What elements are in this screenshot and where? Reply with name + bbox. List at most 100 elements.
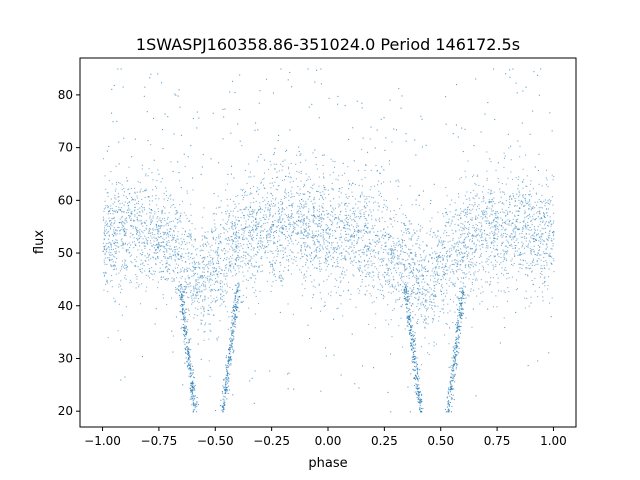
data-point [122, 242, 124, 244]
data-point [322, 207, 324, 209]
data-point [480, 292, 482, 294]
data-point [176, 277, 178, 279]
data-point [157, 230, 159, 232]
data-point [103, 261, 105, 263]
data-point [211, 274, 213, 276]
data-point [170, 161, 172, 163]
data-point [343, 227, 345, 229]
data-point [418, 269, 420, 271]
data-point [398, 274, 400, 276]
data-point [530, 209, 532, 211]
data-point [369, 189, 371, 191]
data-point [125, 267, 127, 269]
data-point [435, 236, 437, 238]
data-point [493, 234, 495, 236]
data-point [515, 245, 517, 247]
data-point [132, 227, 134, 229]
data-point [408, 233, 410, 235]
data-point [392, 252, 394, 254]
data-point [189, 234, 191, 236]
data-point [362, 239, 364, 241]
data-point [436, 252, 438, 254]
data-point [494, 217, 496, 219]
data-point [145, 237, 147, 239]
data-point [315, 248, 317, 250]
data-point [501, 208, 503, 210]
data-point [429, 254, 431, 256]
data-point [327, 228, 329, 230]
data-point [123, 230, 125, 232]
data-point [472, 176, 474, 178]
data-point [368, 248, 370, 250]
data-point [429, 296, 431, 298]
data-point [234, 284, 236, 286]
data-point [382, 290, 384, 292]
data-point [299, 193, 301, 195]
data-point [313, 196, 315, 198]
data-point [358, 261, 360, 263]
data-point [547, 225, 549, 227]
data-point [421, 275, 423, 277]
data-point [540, 206, 542, 208]
data-point [220, 298, 222, 300]
data-point [410, 304, 412, 306]
data-point [394, 249, 396, 251]
data-point [183, 256, 185, 258]
data-point [353, 245, 355, 247]
data-point [445, 265, 447, 267]
data-point [139, 211, 141, 213]
data-point [322, 239, 324, 241]
data-point [482, 239, 484, 241]
data-point [284, 159, 286, 161]
data-point [196, 291, 198, 293]
data-point [481, 240, 483, 242]
data-point [137, 249, 139, 251]
data-point [197, 266, 199, 268]
data-point [526, 175, 528, 177]
data-point [267, 240, 269, 242]
data-point [329, 235, 331, 237]
data-point [221, 281, 223, 283]
data-point [106, 247, 108, 249]
data-point [301, 198, 303, 200]
data-point [473, 272, 475, 274]
data-point [447, 312, 449, 314]
data-point [490, 213, 492, 215]
data-point [458, 224, 460, 226]
data-point [201, 277, 203, 279]
data-point [141, 263, 143, 265]
data-point [219, 286, 221, 288]
data-point [385, 245, 387, 247]
data-point [291, 206, 293, 208]
data-point [229, 256, 231, 258]
data-point [118, 222, 120, 224]
data-point [214, 223, 216, 225]
data-point [398, 243, 400, 245]
data-point [361, 191, 363, 193]
data-point [184, 231, 186, 233]
data-point [438, 320, 440, 322]
data-point [248, 260, 250, 262]
data-point [156, 217, 158, 219]
data-point [152, 256, 154, 258]
data-point [451, 263, 453, 265]
data-point [442, 259, 444, 261]
data-point [232, 249, 234, 251]
data-point [181, 293, 183, 295]
data-point [398, 240, 400, 242]
data-point [439, 311, 441, 313]
data-point [405, 260, 407, 262]
data-point [466, 227, 468, 229]
data-point [366, 251, 368, 253]
data-point [553, 271, 555, 273]
data-point [391, 336, 393, 338]
data-point [237, 210, 239, 212]
data-point [495, 266, 497, 268]
data-point [478, 288, 480, 290]
data-point [390, 319, 392, 321]
data-point [352, 211, 354, 213]
data-point [290, 162, 292, 164]
data-point [128, 201, 130, 203]
data-point [119, 182, 121, 184]
data-point [215, 207, 217, 209]
